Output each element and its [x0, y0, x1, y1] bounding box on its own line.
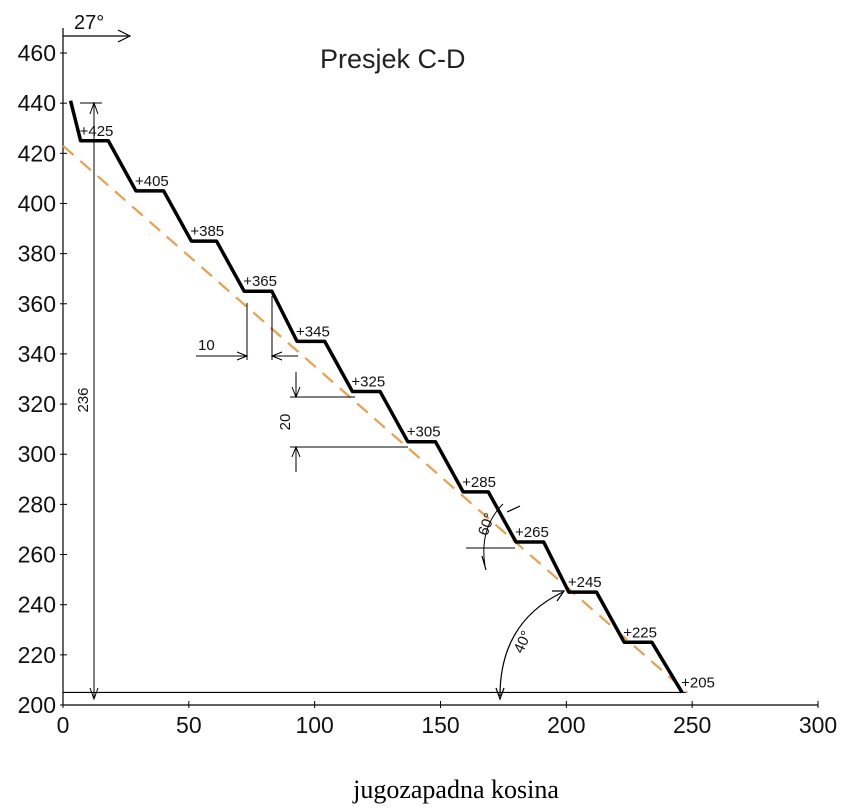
x-tick-label: 300	[799, 712, 837, 738]
y-axis-ticks: 200 220 240 260 280 300 320 340 360 380 400 420 440 4…	[18, 40, 67, 718]
bench-level-label: +325	[351, 374, 385, 391]
overall-slope-line	[62, 144, 688, 694]
bench-height-label: 20	[277, 414, 294, 431]
x-tick-label: 200	[547, 712, 585, 738]
face-angle-annotation: 60°	[466, 503, 521, 571]
bench-level-label: +245	[568, 574, 602, 591]
bench-level-label: +425	[80, 123, 114, 140]
bench-width-dimension: 10	[196, 296, 298, 361]
y-tick-label: 380	[18, 241, 56, 267]
y-tick-label: 260	[18, 542, 56, 568]
slope-angle-annotation: 40°	[495, 590, 566, 701]
x-tick-label: 100	[295, 712, 333, 738]
figure-caption: jugozapadna kosina	[352, 775, 559, 804]
bench-level-label: +265	[515, 524, 549, 541]
x-axis-ticks: 0 50 100 150 200 250 300	[57, 701, 837, 738]
direction-arrow-head	[117, 29, 132, 43]
x-tick-label: 250	[673, 712, 711, 738]
y-tick-label: 460	[18, 40, 56, 66]
y-tick-label: 300	[18, 441, 56, 467]
bench-level-label: +405	[135, 173, 169, 190]
total-height-dimension: 236	[75, 101, 102, 701]
bench-level-label: +365	[243, 273, 277, 290]
y-tick-label: 360	[18, 291, 56, 317]
diagram-title: Presjek C-D	[320, 44, 466, 74]
level-labels: +425 +405 +385 +365 +345 +325 +305 +285 +265 +245…	[80, 123, 715, 692]
y-tick-label: 200	[18, 692, 56, 718]
y-tick-label: 220	[18, 642, 56, 668]
y-tick-label: 420	[18, 140, 56, 166]
y-tick-label: 280	[18, 491, 56, 517]
y-tick-label: 240	[18, 592, 56, 618]
slope-angle-label: 40°	[510, 628, 535, 656]
bench-level-label: +385	[190, 223, 224, 240]
y-tick-label: 320	[18, 391, 56, 417]
bench-level-label: +345	[296, 323, 330, 340]
direction-label: 27°	[74, 12, 104, 34]
y-tick-label: 440	[18, 90, 56, 116]
bench-level-label: +285	[462, 474, 496, 491]
x-tick-label: 150	[421, 712, 459, 738]
bench-level-label: +205	[681, 674, 715, 691]
bench-level-label: +225	[623, 624, 657, 641]
y-tick-label: 400	[18, 190, 56, 216]
face-angle-label: 60°	[475, 511, 499, 538]
bench-level-label: +305	[407, 424, 441, 441]
bench-width-label: 10	[198, 337, 215, 354]
total-height-label: 236	[75, 387, 92, 412]
x-tick-label: 0	[57, 712, 70, 738]
bench-height-dimension: 20	[277, 372, 408, 472]
x-tick-label: 50	[176, 712, 202, 738]
bench-profile-line	[68, 100, 684, 694]
y-tick-label: 340	[18, 341, 56, 367]
